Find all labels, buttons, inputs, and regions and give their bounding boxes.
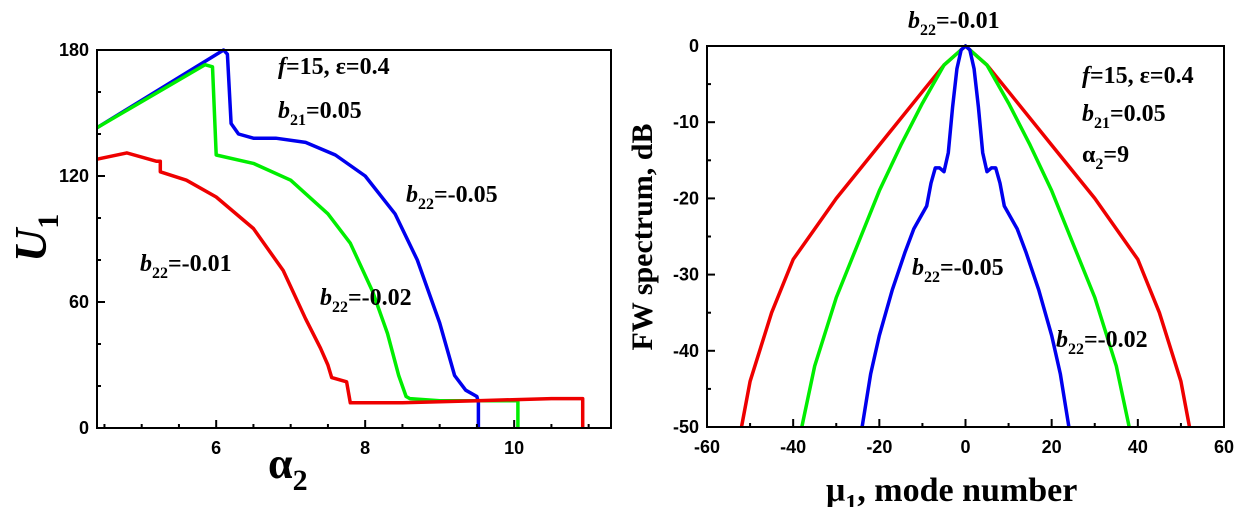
- series-line-b22-0-02: [800, 44, 1131, 428]
- annotation-b21-right: b21=0.05: [1082, 101, 1166, 132]
- chart-1: 6 8 10 0 60 120 180: [59, 40, 612, 458]
- series-label-b22-002: b22=-0.02: [320, 285, 412, 316]
- x-axis-label: α2: [268, 439, 308, 497]
- plot-frame: [96, 49, 612, 429]
- y-tick-label: 180: [59, 40, 89, 60]
- x-tick-label: 60: [1214, 437, 1234, 457]
- x-tick-label: 10: [504, 438, 524, 458]
- y-axis-label: U1: [5, 214, 65, 262]
- y-tick-label: 120: [59, 166, 89, 186]
- x-axis-label-right: μ1, mode number: [826, 472, 1077, 507]
- series-label-b22-002-right: b22=-0.02: [1056, 327, 1148, 358]
- y-tick-label: -20: [673, 188, 699, 208]
- y-tick-label: 0: [79, 418, 89, 438]
- annotation-top-b22-001: b22=-0.01: [908, 8, 1000, 39]
- x-tick-label: -60: [694, 437, 720, 457]
- y-tick-label: 60: [69, 292, 89, 312]
- y-tick-label: -40: [673, 341, 699, 361]
- annotation-alpha2: α2=9: [1082, 142, 1129, 173]
- x-tick-label: 0: [960, 437, 970, 457]
- series-label-b22-005: b22=-0.05: [406, 182, 498, 213]
- x-tick-label: -20: [866, 437, 892, 457]
- y-tick-label: 0: [689, 36, 699, 56]
- series-label-b22-001: b22=-0.01: [140, 251, 232, 282]
- series-line-b22-0-05: [860, 44, 1071, 428]
- y-tick-label: -30: [673, 265, 699, 285]
- y-tick-label: -50: [673, 417, 699, 437]
- series-line-b22-0-05: [96, 48, 481, 428]
- x-tick-label: 6: [211, 438, 221, 458]
- y-axis-label-right: FW spectrum, dB: [626, 124, 659, 351]
- series-line-b22-0-01: [96, 151, 585, 428]
- x-tick-label: 40: [1128, 437, 1148, 457]
- annotation-params-right: f=15, ε=0.4: [1082, 63, 1194, 89]
- x-tick-label: 8: [360, 438, 370, 458]
- annotation-params: f=15, ε=0.4: [278, 54, 390, 80]
- series-label-b22-005-right: b22=-0.05: [912, 255, 1004, 286]
- y-tick-label: -10: [673, 112, 699, 132]
- annotation-b21: b21=0.05: [278, 98, 362, 129]
- x-tick-label: -40: [780, 437, 806, 457]
- chart-2: -60 -40 -20 0 20 40 60 0 -10 -20 -30 -40 -50: [673, 36, 1234, 457]
- x-tick-label: 20: [1042, 437, 1062, 457]
